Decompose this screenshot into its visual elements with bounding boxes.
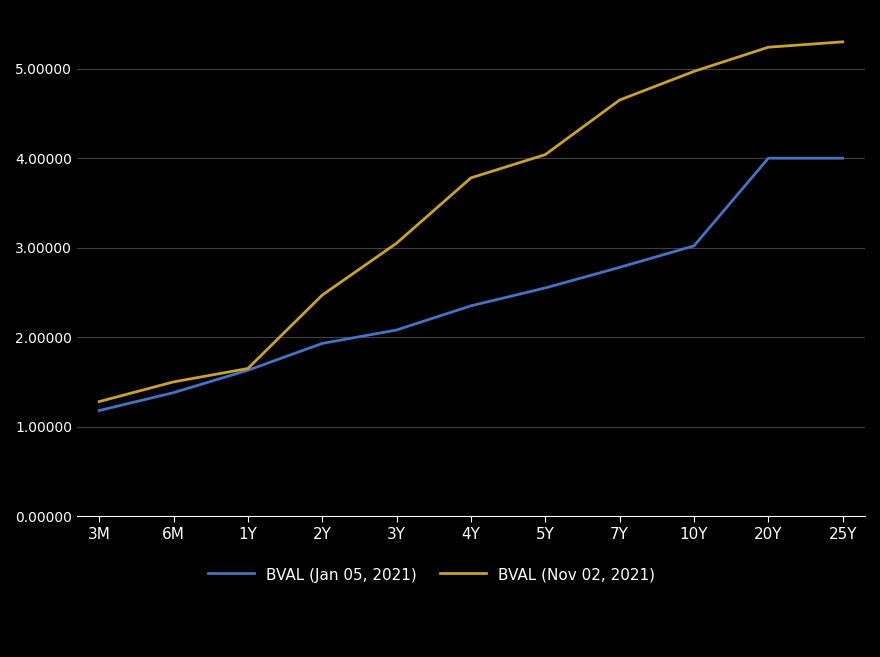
BVAL (Jan 05, 2021) bbox=[94, 407, 105, 415]
Legend: BVAL (Jan 05, 2021), BVAL (Nov 02, 2021): BVAL (Jan 05, 2021), BVAL (Nov 02, 2021) bbox=[202, 560, 661, 589]
BVAL (Jan 05, 2021) bbox=[466, 302, 476, 310]
BVAL (Jan 05, 2021) bbox=[392, 326, 402, 334]
BVAL (Nov 02, 2021) bbox=[763, 43, 774, 51]
BVAL (Nov 02, 2021) bbox=[838, 38, 848, 46]
BVAL (Nov 02, 2021) bbox=[317, 291, 327, 299]
BVAL (Jan 05, 2021) bbox=[317, 340, 327, 348]
BVAL (Jan 05, 2021) bbox=[540, 284, 551, 292]
BVAL (Jan 05, 2021) bbox=[763, 154, 774, 162]
BVAL (Nov 02, 2021) bbox=[94, 397, 105, 405]
BVAL (Nov 02, 2021) bbox=[392, 239, 402, 247]
BVAL (Nov 02, 2021) bbox=[614, 96, 625, 104]
BVAL (Jan 05, 2021) bbox=[689, 242, 700, 250]
Line: BVAL (Jan 05, 2021): BVAL (Jan 05, 2021) bbox=[99, 158, 843, 411]
BVAL (Nov 02, 2021) bbox=[168, 378, 179, 386]
BVAL (Nov 02, 2021) bbox=[466, 174, 476, 182]
BVAL (Nov 02, 2021) bbox=[540, 150, 551, 158]
BVAL (Jan 05, 2021) bbox=[243, 367, 253, 374]
BVAL (Nov 02, 2021) bbox=[689, 68, 700, 76]
Line: BVAL (Nov 02, 2021): BVAL (Nov 02, 2021) bbox=[99, 42, 843, 401]
BVAL (Jan 05, 2021) bbox=[614, 263, 625, 271]
BVAL (Nov 02, 2021) bbox=[243, 365, 253, 373]
BVAL (Jan 05, 2021) bbox=[168, 389, 179, 397]
BVAL (Jan 05, 2021) bbox=[838, 154, 848, 162]
